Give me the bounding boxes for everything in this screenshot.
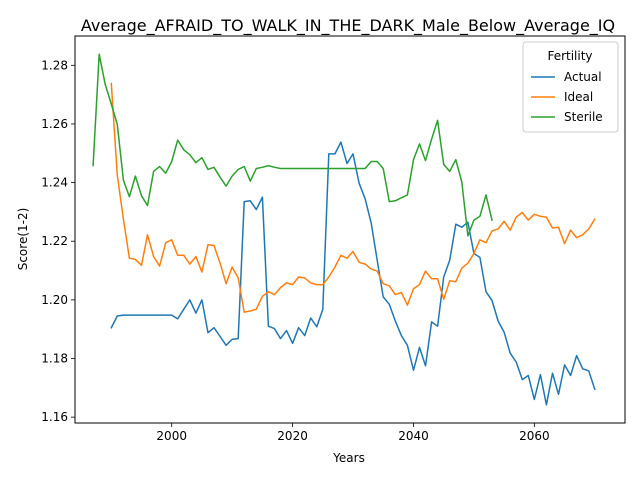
- legend-label: Ideal: [564, 90, 593, 104]
- y-tick-label: 1.16: [41, 410, 68, 424]
- legend-label: Sterile: [564, 110, 603, 124]
- legend-label: Actual: [564, 70, 602, 84]
- x-tick-label: 2060: [519, 429, 550, 443]
- plot-frame: [74, 35, 626, 424]
- y-tick-label: 1.22: [41, 234, 68, 248]
- x-axis: 2000 2020 2040 2060: [156, 423, 550, 443]
- y-axis-label: Score(1-2): [16, 208, 30, 271]
- chart-title: Average_AFRAID_TO_WALK_IN_THE_DARK_Male_…: [81, 16, 615, 36]
- legend-box: [522, 41, 619, 133]
- series-line-sterile: [92, 53, 493, 237]
- y-tick-label: 1.26: [41, 117, 68, 131]
- series-line-actual: [110, 141, 596, 406]
- x-tick-label: 2040: [398, 429, 429, 443]
- x-tick-label: 2000: [156, 429, 187, 443]
- y-tick-label: 1.20: [41, 293, 68, 307]
- legend-title: Fertility: [547, 49, 592, 63]
- y-tick-label: 1.28: [41, 58, 68, 72]
- plot-area: [92, 53, 596, 406]
- y-tick-label: 1.24: [41, 176, 68, 190]
- x-axis-label: Years: [332, 451, 365, 465]
- x-tick-label: 2020: [277, 429, 308, 443]
- legend: Fertility Actual Ideal Sterile: [522, 41, 619, 133]
- series-line-ideal: [110, 82, 596, 313]
- y-axis: 1.16 1.18 1.20 1.22 1.24 1.26 1.28: [41, 58, 75, 424]
- y-tick-label: 1.18: [41, 352, 68, 366]
